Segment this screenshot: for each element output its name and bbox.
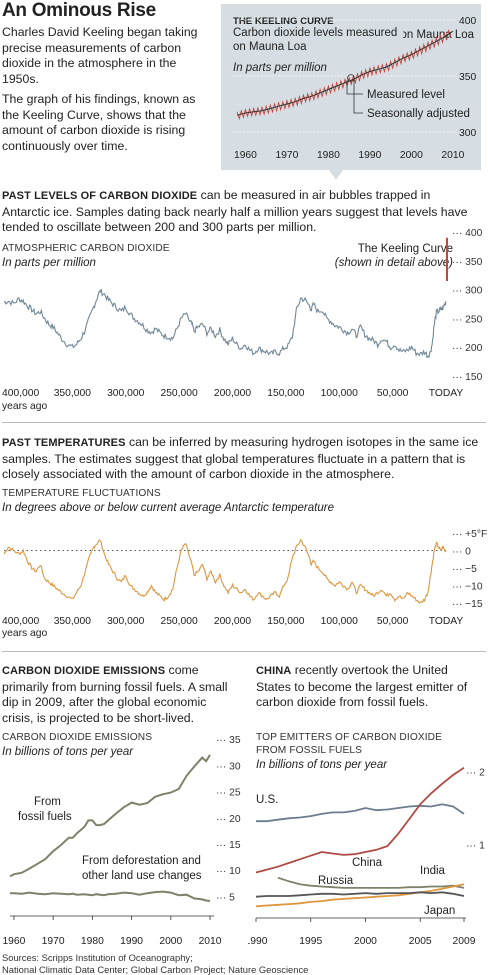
emissions-fossil-label-2: fossil fuels bbox=[18, 811, 72, 823]
past_temp-xtick-label: 100,000 bbox=[321, 616, 358, 627]
emissions-xtick-label: 1990 bbox=[120, 936, 143, 947]
divider-1 bbox=[2, 422, 486, 423]
intro-paragraph-2: The graph of his findings, known as the … bbox=[2, 92, 212, 154]
past_co2-xtick-label: 400,000 bbox=[2, 388, 39, 399]
past_temp-xtick-label: 200,000 bbox=[214, 616, 251, 627]
emissions-ytick-label: ··· 35 bbox=[216, 735, 241, 746]
keeling-ytick-label: 400 bbox=[459, 16, 476, 27]
keeling-xtick-label: 1960 bbox=[234, 150, 257, 161]
past_co2-ytick-label: ··· 350 bbox=[452, 257, 483, 268]
top-emitters-xtick-label: 1990 bbox=[248, 936, 268, 947]
emissions-ytick-label: ··· 30 bbox=[216, 761, 241, 772]
emissions-xtick-label: 2000 bbox=[159, 936, 182, 947]
past_co2-ytick-label: ··· 250 bbox=[452, 314, 483, 325]
china-lead: CHINA recently overtook the United State… bbox=[256, 663, 484, 711]
line-japan bbox=[256, 892, 464, 896]
keeling-xtick-label: 1990 bbox=[358, 150, 381, 161]
past_co2-ytick-label: ··· 300 bbox=[452, 286, 483, 297]
past_temp-xtick-label: 50,000 bbox=[377, 616, 409, 627]
keeling-leader-adjusted bbox=[354, 80, 363, 113]
past-co2-chart: ··· 150 ··· 200 ··· 250 ··· 300 ··· 350 ··· 4… bbox=[0, 224, 488, 414]
past-temp-unit: In degrees above or below current averag… bbox=[2, 502, 334, 514]
emissions-ytick-label: ··· 20 bbox=[216, 814, 241, 825]
past_temp-xtick-label: 400,000 bbox=[2, 616, 39, 627]
past_temp-xtick-label: 150,000 bbox=[267, 616, 304, 627]
line-russia bbox=[278, 878, 464, 888]
past-temp-label: TEMPERATURE FLUCTUATIONS bbox=[2, 488, 161, 499]
past_temp-xtick-label: 350,000 bbox=[54, 616, 91, 627]
past_temp-ytick-label: ··· −15 bbox=[452, 599, 483, 610]
label-india: India bbox=[420, 865, 446, 877]
top-emitters-chart: ··· 1 ··· 2 1990 1995 2000 2005 2009 U.S. Chin… bbox=[248, 730, 488, 948]
past_co2-ytick-label: ··· 400 bbox=[452, 228, 483, 239]
past_temp-line bbox=[4, 540, 446, 603]
emissions-xtick-label: 1970 bbox=[42, 936, 65, 947]
past_co2-xtick-label: TODAY bbox=[429, 388, 464, 399]
top-emitters-ytick-label: ··· 2 bbox=[466, 767, 485, 778]
past_co2-ytick-label: ··· 200 bbox=[452, 343, 483, 354]
emissions-xtick-label: 1960 bbox=[2, 936, 25, 947]
top-emitters-xtick-label: 2005 bbox=[409, 936, 432, 947]
emissions-defor-label-2: other land use changes bbox=[82, 870, 202, 882]
emissions-xtick-label: 1980 bbox=[81, 936, 104, 947]
keeling-legend-measured: Measured level bbox=[367, 89, 445, 101]
past_co2-xtick-label: 200,000 bbox=[214, 388, 251, 399]
past_temp-ytick-label: ··· 0 bbox=[452, 547, 471, 558]
sources-line-1: Sources: Scripps Institution of Oceanogr… bbox=[2, 952, 308, 964]
past-co2-years-ago: years ago bbox=[2, 401, 47, 412]
top-emitters-ytick-label: ··· 1 bbox=[466, 841, 485, 852]
emissions-chart: ··· 5 ··· 10 ··· 15 ··· 20 ··· 25 ··· 30 ··· 3… bbox=[0, 730, 246, 948]
label-us: U.S. bbox=[256, 794, 278, 806]
past_temp-ytick-label: ··· +5°F bbox=[452, 529, 487, 540]
past_co2-xtick-label: 350,000 bbox=[54, 388, 91, 399]
keeling-ytick-label: 300 bbox=[459, 128, 476, 139]
past-temp-lead: PAST TEMPERATURES can be inferred by mea… bbox=[2, 435, 486, 483]
past_temp-ytick-label: ··· −10 bbox=[452, 582, 483, 593]
emissions-ytick-label: ··· 10 bbox=[216, 866, 241, 877]
past-temp-chart: ··· +5°F ··· 0 ··· −5 ··· −10 ··· −15 400,000… bbox=[0, 520, 488, 640]
emissions-lead: CARBON DIOXIDE EMISSIONS come primarily … bbox=[2, 663, 240, 726]
emissions-ytick-label: ··· 15 bbox=[216, 840, 241, 851]
emissions-ytick-label: ··· 5 bbox=[216, 892, 235, 903]
keeling-subtitle-text: Carbon dioxide levels measured on Mauna … bbox=[233, 26, 403, 54]
keeling-inset-pointer bbox=[329, 170, 343, 180]
keeling-xtick-label: 2000 bbox=[400, 150, 423, 161]
past_temp-ytick-label: ··· −5 bbox=[452, 564, 477, 575]
keeling-ytick-label: 350 bbox=[459, 72, 476, 83]
intro-paragraph-1: Charles David Keeling began taking preci… bbox=[2, 25, 212, 87]
line-us bbox=[256, 804, 464, 821]
top-emitters-xtick-label: 2009 bbox=[453, 936, 476, 947]
keeling-xtick-label: 1980 bbox=[317, 150, 340, 161]
keeling-legend-adjusted: Seasonally adjusted bbox=[367, 108, 470, 120]
past_temp-xtick-label: 300,000 bbox=[107, 616, 144, 627]
label-china: China bbox=[352, 857, 383, 869]
past_temp-xtick-label: TODAY bbox=[429, 616, 464, 627]
past_co2-xtick-label: 50,000 bbox=[377, 388, 409, 399]
past_co2-xtick-label: 300,000 bbox=[107, 388, 144, 399]
page-title: An Ominous Rise bbox=[2, 0, 156, 22]
sources-line-2: National Climatic Data Center; Global Ca… bbox=[2, 964, 308, 975]
keeling-chart: THE KEELING CURVE Carbon dioxide levels … bbox=[221, 4, 481, 170]
keeling-unit: In parts per million bbox=[233, 62, 327, 74]
keeling-xtick-label: 2010 bbox=[441, 150, 464, 161]
top-emitters-xtick-label: 1995 bbox=[299, 936, 322, 947]
emissions-deforestation-line bbox=[10, 892, 210, 901]
emissions-ytick-label: ··· 25 bbox=[216, 788, 241, 799]
emissions-xtick-label: 2010 bbox=[199, 936, 222, 947]
emissions-fossil-label-1: From bbox=[34, 796, 61, 808]
sources: Sources: Scripps Institution of Oceanogr… bbox=[2, 952, 308, 975]
keeling-xtick-label: 1970 bbox=[275, 150, 298, 161]
past_co2-xtick-label: 150,000 bbox=[267, 388, 304, 399]
top-emitters-xtick-label: 2000 bbox=[354, 936, 377, 947]
divider-2 bbox=[2, 651, 486, 652]
label-russia: Russia bbox=[318, 875, 354, 887]
past_co2-ytick-label: ··· 150 bbox=[452, 372, 483, 383]
past_co2-xtick-label: 100,000 bbox=[321, 388, 358, 399]
past-temp-years-ago: years ago bbox=[2, 628, 47, 639]
label-japan: Japan bbox=[424, 905, 455, 917]
past_temp-xtick-label: 250,000 bbox=[160, 616, 197, 627]
past_co2-line bbox=[4, 289, 446, 357]
past_co2-xtick-label: 250,000 bbox=[160, 388, 197, 399]
emissions-defor-label-1: From deforestation and bbox=[82, 855, 201, 867]
